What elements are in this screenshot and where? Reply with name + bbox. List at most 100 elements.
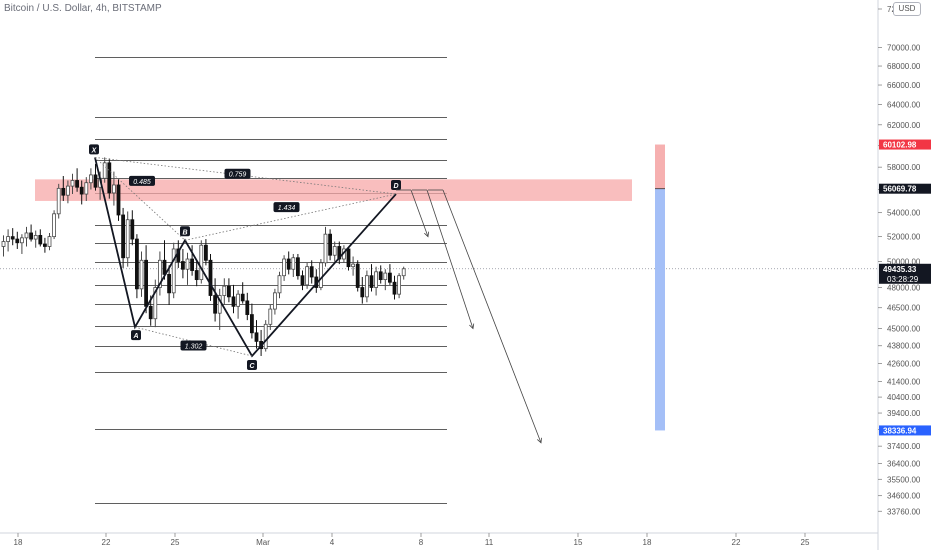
price-label-value: 56069.78 — [883, 185, 917, 194]
time-axis[interactable]: 18 22 25 Mar 4 8 11 15 18 22 25 — [0, 532, 878, 547]
ratio-label: 1.434 — [273, 202, 300, 213]
candle-body — [222, 285, 227, 296]
chart-title: Bitcoin / U.S. Dollar, 4h, BITSTAMP — [4, 3, 162, 14]
point-label-c: C — [247, 359, 257, 370]
price-tick-label: 46500.00 — [887, 304, 921, 313]
time-tick-label: 22 — [732, 538, 741, 547]
price-tick-label: 50000.00 — [887, 258, 921, 267]
candle-body — [282, 258, 287, 277]
price-axis[interactable]: 72 70000.00 68000.00 66000.00 64000.00 62000.… — [877, 0, 931, 550]
price-tick-label: 39400.00 — [887, 409, 921, 418]
candle-body — [52, 213, 56, 238]
arrow-head — [537, 437, 542, 444]
candle-body — [130, 219, 135, 240]
time-tick-label: 15 — [574, 538, 583, 547]
point-label-bg — [247, 359, 257, 370]
price-label-target-low: 38336.94 — [879, 425, 931, 436]
candle-body — [66, 185, 70, 196]
candle-body — [318, 262, 323, 288]
price-tick-label: 34600.00 — [887, 492, 921, 501]
candle-body — [167, 274, 172, 294]
price-tick-label: 66000.00 — [887, 81, 921, 90]
candle-body — [397, 275, 402, 295]
price-label-value: 49435.33 — [883, 265, 917, 274]
candle-body — [286, 258, 291, 270]
candle-body — [213, 295, 218, 314]
price-label-bg — [879, 183, 931, 194]
candle-body — [89, 174, 93, 184]
point-label-bg — [89, 144, 99, 155]
candle-body — [305, 266, 310, 286]
time-tick-label: 18 — [14, 538, 23, 547]
candle-body — [75, 180, 79, 188]
candle-body — [328, 233, 333, 256]
candle-body — [351, 263, 356, 268]
candle-body — [134, 238, 139, 290]
point-label-bg — [180, 226, 190, 237]
point-label-text: X — [91, 147, 98, 154]
ratio-line — [184, 193, 397, 241]
ratio-label: 0.759 — [224, 168, 251, 179]
price-label-bg — [879, 263, 931, 284]
price-label-value: 60102.98 — [883, 141, 917, 150]
candle-body — [144, 259, 149, 307]
price-label-countdown: 03:28:29 — [887, 275, 919, 284]
point-label-text: A — [132, 333, 138, 340]
price-tick-label: 43800.00 — [887, 342, 921, 351]
candle-body — [93, 174, 98, 188]
target-box-top — [655, 144, 665, 189]
candle-body — [6, 236, 10, 242]
target-box-bottom — [655, 188, 665, 431]
candle-body — [249, 314, 254, 334]
price-tick-label: 70000.00 — [887, 44, 921, 53]
candle-body — [263, 323, 268, 350]
candle-body — [139, 259, 144, 290]
currency-button[interactable]: USD — [893, 2, 921, 16]
candle-body — [355, 263, 360, 288]
price-tick-label: 37400.00 — [887, 442, 921, 451]
arrow-head — [469, 323, 475, 330]
candle-body — [309, 266, 314, 278]
candle-body — [291, 257, 296, 270]
point-label-d: D — [391, 180, 401, 191]
candle-body — [231, 296, 236, 307]
candle-body — [148, 305, 153, 320]
candle-body — [29, 232, 34, 240]
candle-body — [185, 258, 190, 270]
candles-layer — [1, 157, 406, 356]
time-tick-label: 11 — [485, 538, 494, 547]
price-label-target-high: 60102.98 — [879, 139, 931, 150]
candle-body — [116, 184, 121, 216]
projection-arrow — [410, 189, 429, 237]
point-label-a: A — [131, 330, 141, 341]
price-tick-label: 33760.00 — [887, 507, 921, 516]
candle-body — [254, 332, 259, 342]
candle-body — [107, 162, 112, 194]
point-label-text: B — [182, 229, 187, 236]
price-label-entry: 56069.78 — [879, 183, 931, 194]
point-label-bg — [131, 330, 141, 341]
time-tick-label: 8 — [419, 538, 424, 547]
ratio-label: 1.302 — [180, 340, 207, 351]
supply-zone — [35, 179, 632, 201]
candle-body — [346, 248, 351, 268]
ratio-label-bg — [129, 175, 155, 186]
candle-body — [332, 246, 337, 256]
price-tick-label: 62000.00 — [887, 121, 921, 130]
candle-body — [190, 258, 195, 271]
arrow-head — [424, 231, 430, 238]
price-tick-label: 52000.00 — [887, 233, 921, 242]
candle-body — [272, 292, 277, 310]
candle-body — [47, 236, 52, 247]
candle-body — [208, 259, 213, 296]
supply-zone-layer — [35, 179, 632, 201]
candle-body — [19, 237, 24, 244]
point-label-text: D — [393, 183, 398, 190]
projection-arrow — [442, 189, 542, 443]
time-tick-label: 25 — [171, 538, 180, 547]
price-tick-label: 42600.00 — [887, 359, 921, 368]
harmonic-pattern: 0.759 0.485 1.434 1.302 X A B C D — [89, 144, 542, 444]
candle-body — [180, 261, 185, 270]
